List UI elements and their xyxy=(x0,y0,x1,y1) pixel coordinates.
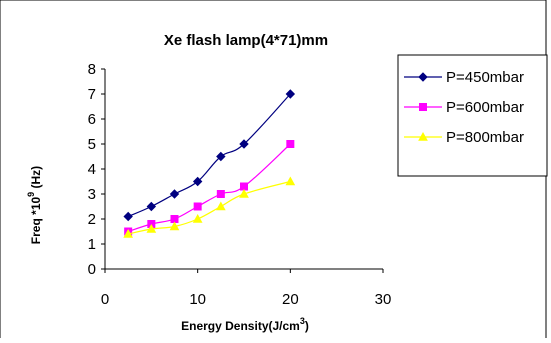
x-tick-label: 0 xyxy=(101,291,109,308)
y-tick-label: 7 xyxy=(88,86,96,103)
y-tick-label: 6 xyxy=(88,111,96,128)
y-axis-title-sup: 9 xyxy=(26,192,36,197)
data-point-triangle xyxy=(192,213,203,223)
chart-area-border xyxy=(0,0,547,338)
chart-title: Xe flash lamp(4*71)mm xyxy=(164,32,328,49)
axes: 0 1 2 3 4 5 6 7 8 0 10 20 30 xyxy=(88,61,392,308)
data-point-triangle xyxy=(285,176,296,186)
y-tick-label: 2 xyxy=(88,211,96,228)
x-axis-title-end: ) xyxy=(305,319,309,333)
x-axis-title-sup: 3 xyxy=(300,316,305,326)
legend-marker-triangle xyxy=(418,131,428,141)
legend-label: P=450mbar xyxy=(446,69,524,86)
data-point-diamond xyxy=(146,201,157,212)
legend: P=450mbar P=600mbar P=800mbar xyxy=(404,69,524,146)
y-tick-label: 8 xyxy=(88,61,96,78)
x-tick-label: 10 xyxy=(189,291,206,308)
data-point-diamond xyxy=(216,151,226,162)
x-tick-label: 30 xyxy=(375,291,392,308)
y-tick-label: 5 xyxy=(88,136,96,153)
data-point-square xyxy=(286,140,295,148)
data-point-triangle xyxy=(146,223,157,233)
data-point-square xyxy=(240,182,248,191)
data-point-diamond xyxy=(192,176,203,187)
x-tick-label: 20 xyxy=(282,291,299,308)
x-axis-title: Energy Density(J/cm3) xyxy=(181,316,309,333)
data-point-triangle xyxy=(169,221,180,231)
data-point-triangle xyxy=(123,228,134,238)
y-tick-label: 1 xyxy=(88,236,96,253)
data-point-diamond xyxy=(123,211,133,222)
legend-marker-diamond xyxy=(418,72,428,82)
series-layer xyxy=(123,89,296,238)
legend-label: P=600mbar xyxy=(446,99,524,116)
data-point-diamond xyxy=(285,89,296,99)
x-axis-title-main: Energy Density(J/cm xyxy=(181,319,300,333)
y-tick-label: 0 xyxy=(88,261,96,278)
data-point-square xyxy=(216,190,225,198)
data-point-square xyxy=(193,202,202,211)
y-axis-title: Freq *109 (Hz) xyxy=(26,166,43,244)
legend-label: P=800mbar xyxy=(446,129,524,146)
y-axis-title-main: Freq *10 xyxy=(29,197,43,245)
y-axis-title-end: (Hz) xyxy=(29,166,43,192)
data-point-square xyxy=(170,215,179,223)
data-point-diamond xyxy=(239,139,249,149)
y-tick-label: 4 xyxy=(88,161,96,178)
legend-marker-square xyxy=(419,103,427,111)
data-point-diamond xyxy=(169,189,180,199)
series-line-diamond xyxy=(127,93,291,218)
y-tick-label: 3 xyxy=(88,186,96,203)
data-point-triangle xyxy=(215,201,226,211)
data-point-triangle xyxy=(239,188,249,198)
